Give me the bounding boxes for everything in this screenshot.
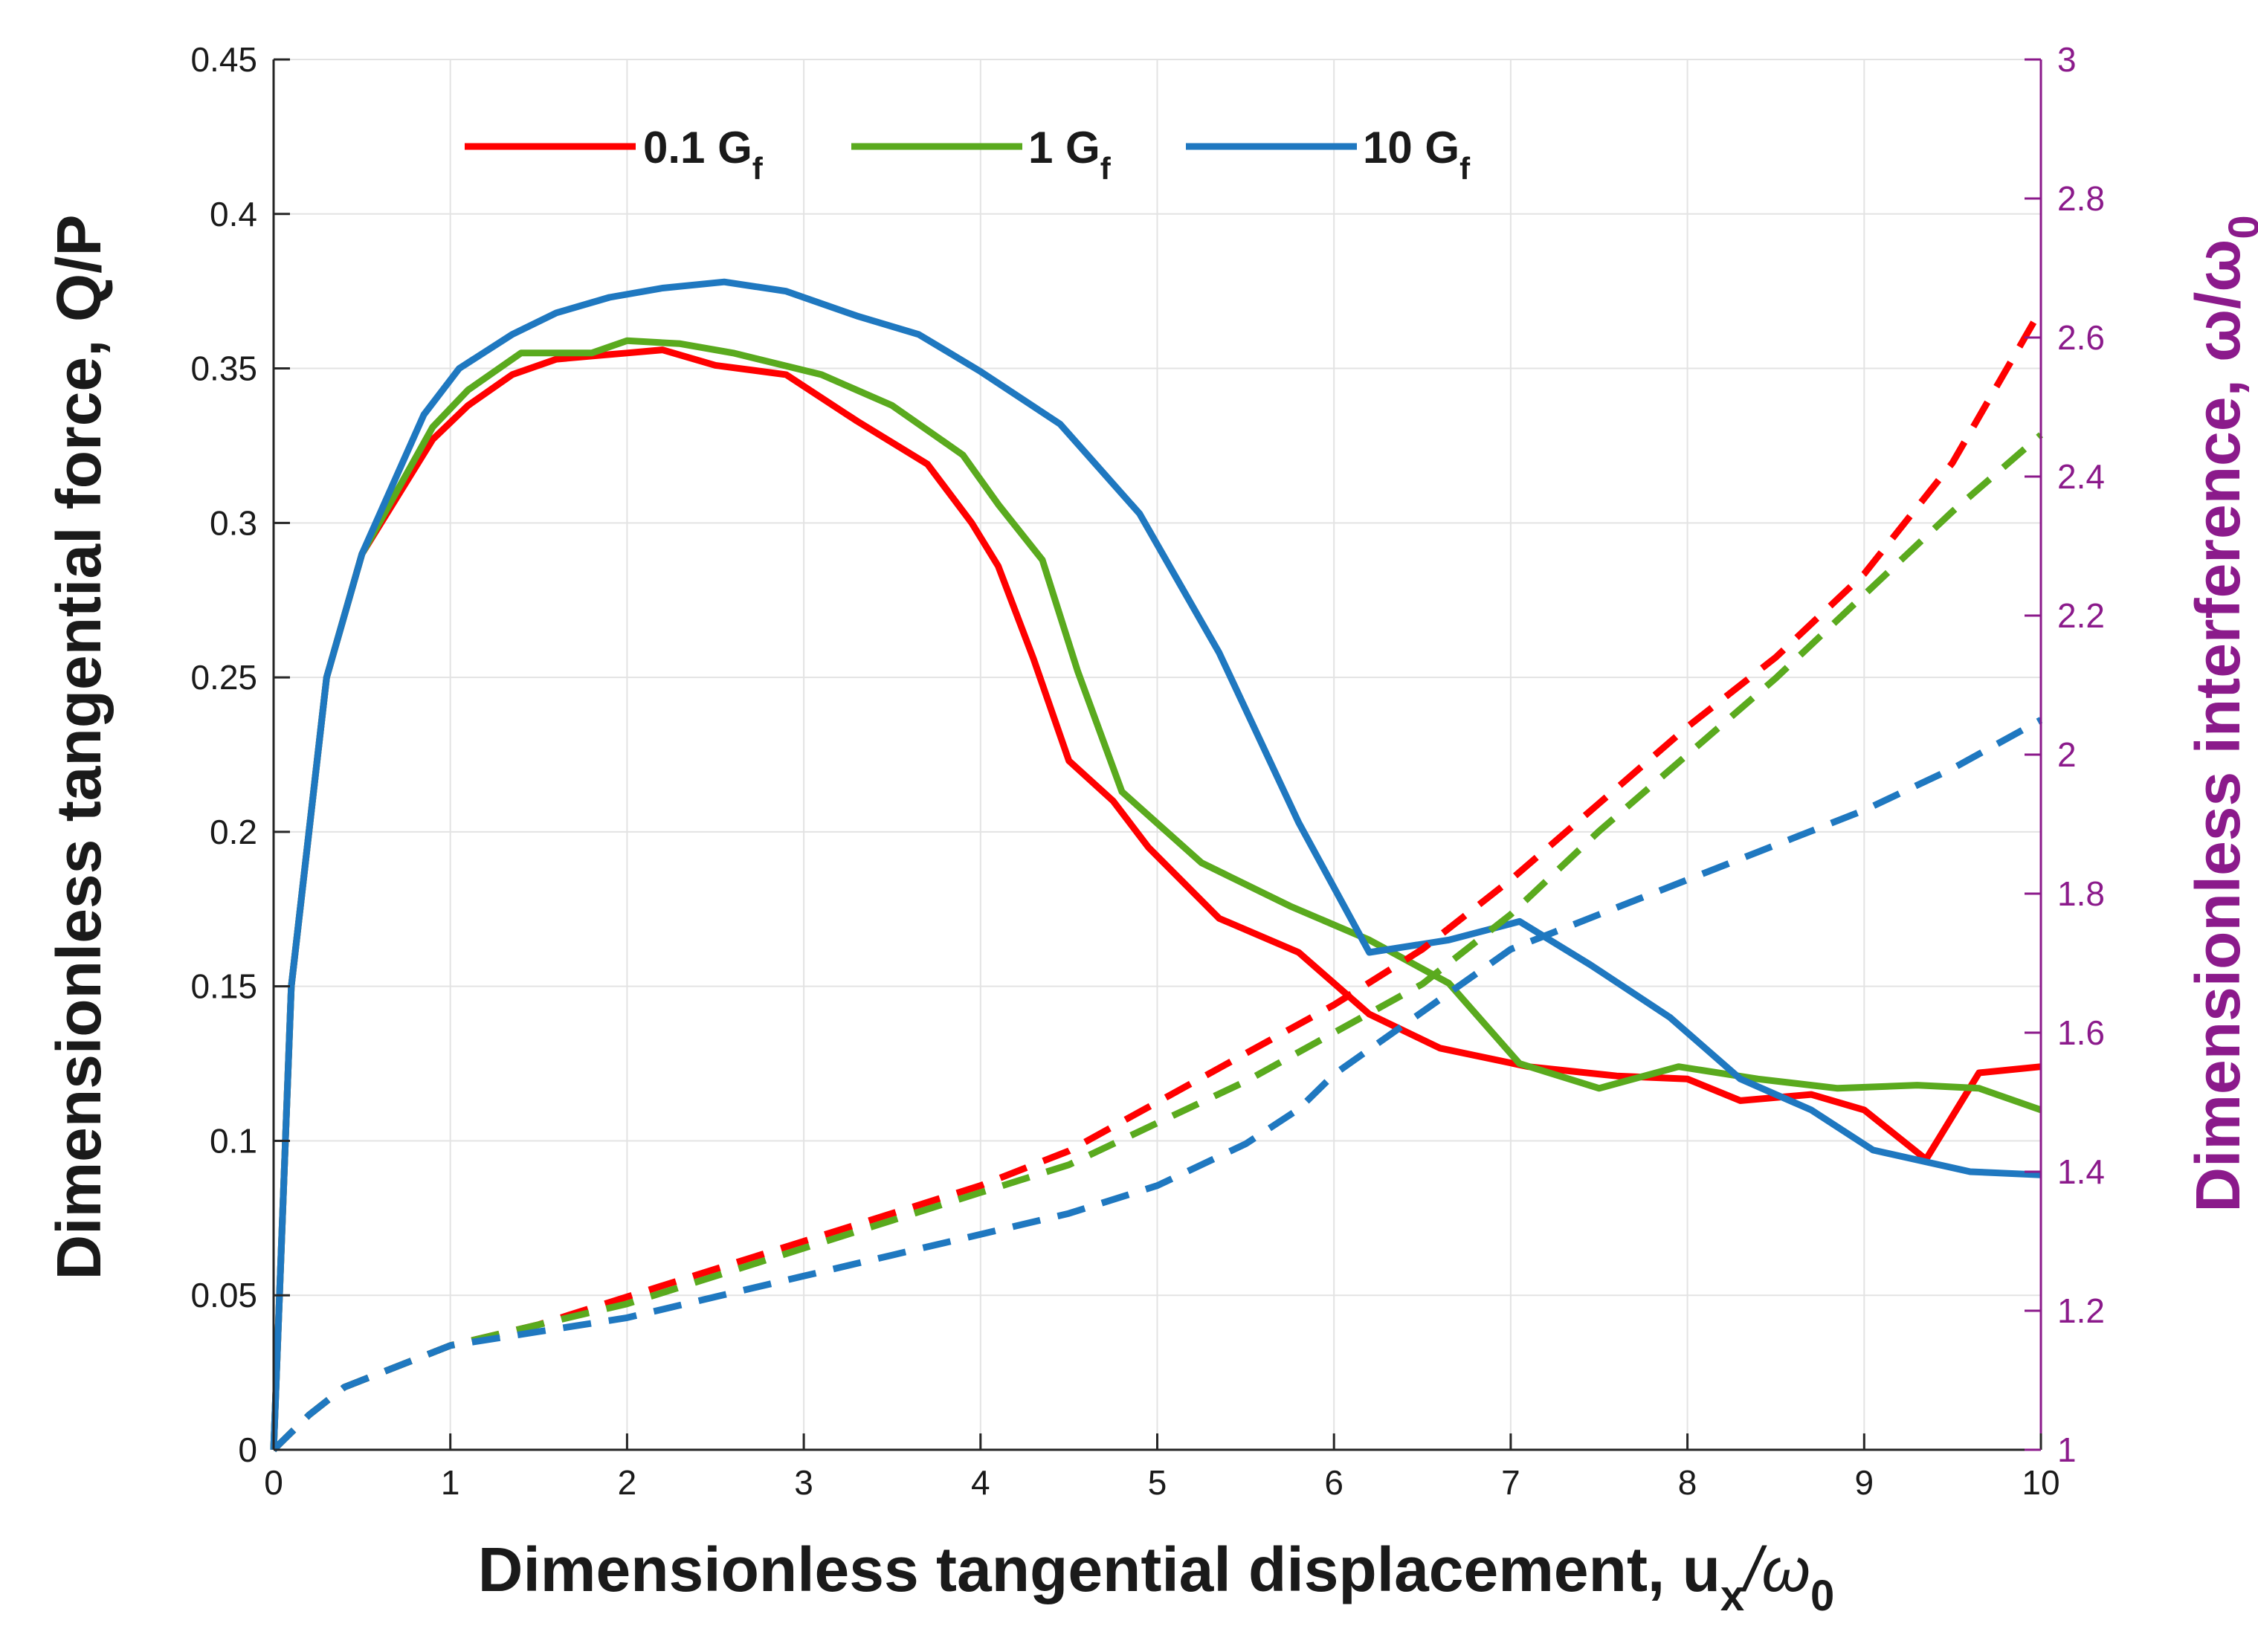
y-left-tick-label: 0.45: [190, 40, 257, 79]
y-left-tick-label: 0.3: [210, 503, 257, 542]
y-left-tick-label: 0.1: [210, 1121, 257, 1160]
legend-label-0-1-gf-sub: f: [752, 151, 764, 186]
y-axis-right-title-main: Dimensionless interference, ω/ω: [2183, 239, 2253, 1213]
x-axis-title-tail: /ω: [1741, 1535, 1810, 1604]
legend-label-10-gf-main: 10 G: [1363, 123, 1459, 172]
series-line-4-dashed: [271, 432, 2043, 1453]
legend-label-1-gf-sub: f: [1100, 151, 1112, 186]
x-tick-label: 5: [1148, 1463, 1167, 1502]
y-axis-right-title-sub: 0: [2220, 215, 2258, 239]
y-right-tick-label: 2: [2057, 735, 2077, 774]
y-axis-left-title: Dimensionless tangential force, Q/P: [44, 214, 114, 1280]
y-left-tick-label: 0.15: [190, 967, 257, 1006]
x-tick-label: 9: [1855, 1463, 1874, 1502]
legend-label-10-gf-sub: f: [1459, 151, 1471, 186]
tick-labels: 0 1 2 3 4 5 6 7 8 9 10 0 0.05 0.1 0.15 0.2 0.25 0.3 0.35 0.…: [190, 40, 2104, 1502]
x-tick-label: 8: [1678, 1463, 1697, 1502]
legend-label-1-gf-main: 1 G: [1028, 123, 1100, 172]
x-tick-label: 1: [441, 1463, 460, 1502]
y-right-tick-label: 2.4: [2057, 457, 2105, 496]
axes: [272, 58, 2042, 1451]
y-axis-right-title: Dimensionless interference, ω/ω0: [2183, 215, 2258, 1212]
x-tick-label: 7: [1501, 1463, 1520, 1502]
y-right-tick-label: 1.6: [2057, 1013, 2105, 1052]
y-left-tick-label: 0.2: [210, 813, 257, 851]
y-right-tick-label: 1.8: [2057, 874, 2105, 913]
y-left-tick-label: 0.25: [190, 658, 257, 697]
legend-label-10-gf: 10 Gf: [1363, 123, 1471, 186]
y-left-tick-label: 0.35: [190, 349, 257, 388]
legend-label-0-1-gf-main: 0.1 G: [643, 123, 752, 172]
y-left-tick-label: 0.05: [190, 1276, 257, 1314]
series-line-2-solid: [270, 278, 2042, 1451]
plot-series: [270, 278, 2044, 1453]
y-left-tick-label: 0: [238, 1430, 257, 1469]
y-right-tick-label: 2.6: [2057, 318, 2105, 357]
x-axis-title-main: Dimensionless tangential displacement, u: [478, 1535, 1720, 1604]
x-tick-label: 3: [794, 1463, 813, 1502]
y-right-tick-label: 1.4: [2057, 1152, 2105, 1191]
x-axis-title: Dimensionless tangential displacement, u…: [478, 1535, 1834, 1620]
x-axis-title-sub: x: [1720, 1572, 1744, 1620]
series-line-5-dashed: [271, 717, 2043, 1453]
y-right-tick-label: 3: [2057, 40, 2077, 79]
y-left-tick-label: 0.4: [210, 195, 257, 233]
y-right-tick-label: 2.2: [2057, 596, 2105, 635]
y-right-tick-label: 1: [2057, 1430, 2077, 1469]
legend-label-1-gf: 1 Gf: [1028, 123, 1112, 186]
x-tick-label: 0: [264, 1463, 283, 1502]
series-line-1-solid: [270, 337, 2042, 1451]
x-tick-label: 2: [618, 1463, 637, 1502]
y-right-tick-label: 2.8: [2057, 179, 2105, 218]
y-right-tick-label: 1.2: [2057, 1291, 2105, 1330]
x-tick-label: 6: [1324, 1463, 1343, 1502]
series-line-0-solid: [270, 346, 2042, 1451]
x-axis-title-tail-sub: 0: [1810, 1572, 1834, 1620]
x-tick-label: 10: [2022, 1463, 2059, 1502]
legend-label-0-1-gf: 0.1 Gf: [643, 123, 764, 186]
legend: 0.1 Gf 1 Gf 10 Gf: [465, 123, 1471, 186]
series-line-3-dashed: [271, 308, 2044, 1453]
x-tick-label: 4: [971, 1463, 990, 1502]
